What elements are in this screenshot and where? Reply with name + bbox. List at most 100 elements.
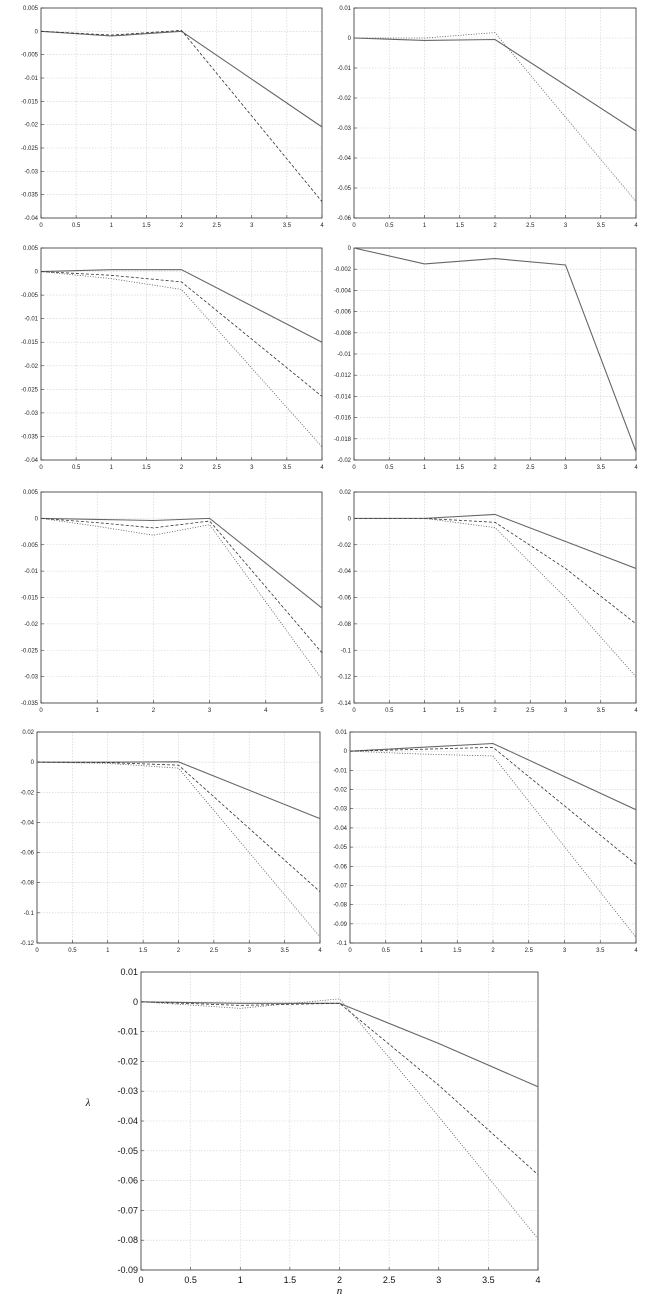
y-tick-label: -0.02 — [337, 543, 351, 549]
series-line-dotted — [354, 517, 637, 677]
y-tick-label: -0.08 — [117, 1235, 138, 1245]
y-tick-label: -0.06 — [20, 851, 34, 857]
x-tick-label: 3 — [250, 465, 254, 471]
x-tick-label: 1 — [420, 948, 424, 954]
x-tick-label: 3 — [564, 223, 568, 229]
y-tick-label: -0.004 — [334, 288, 352, 294]
y-tick-label: -0.008 — [334, 331, 352, 337]
x-tick-label: 1 — [423, 465, 427, 471]
y-tick-label: -0.04 — [20, 820, 34, 826]
x-tick-label: 0 — [352, 465, 356, 471]
y-tick-label: -0.05 — [333, 845, 347, 851]
x-tick-label: 1.5 — [456, 708, 465, 714]
y-tick-label: -0.02 — [20, 790, 34, 796]
x-tick-label: 3 — [564, 465, 568, 471]
chart-panel-4: 0 0.5 1 1.5 2 2.5 3 3.5 4 0 -0.002 -0.004 -0.006 -0.0… — [334, 246, 638, 471]
y-tick-label: 0.01 — [335, 730, 347, 736]
chart-panel-3: 0 0.5 1 1.5 2 2.5 3 3.5 4 0.005 0 -0.005 -0.01 -0.015… — [21, 246, 324, 471]
x-tick-label: 2.5 — [526, 708, 535, 714]
y-tick-label: -0.015 — [21, 99, 39, 105]
x-tick-label: 2 — [180, 465, 184, 471]
y-tick-label: -0.05 — [337, 186, 351, 192]
x-tick-label: 0.5 — [72, 223, 81, 229]
x-tick-label: 1.5 — [456, 223, 465, 229]
y-tick-label: -0.01 — [24, 317, 38, 323]
y-tick-label: -0.015 — [21, 340, 39, 346]
y-tick-label: -0.035 — [21, 701, 39, 707]
x-tick-label: 2 — [337, 1275, 342, 1285]
plot-frame — [36, 731, 321, 944]
x-tick-label: 2.5 — [525, 948, 534, 954]
x-axis-label: n — [337, 1285, 343, 1296]
x-tick-label: 2 — [493, 465, 497, 471]
series-line-dashed — [36, 761, 321, 893]
x-tick-label: 4 — [320, 223, 324, 229]
y-tick-label: -0.018 — [334, 437, 352, 443]
x-tick-label: 2 — [493, 708, 497, 714]
x-tick-label: 0 — [352, 223, 356, 229]
y-tick-label: 0.005 — [23, 490, 39, 496]
chart-panel-2: 0 0.5 1 1.5 2 2.5 3 3.5 4 0.01 0 -0.01 -0.02 -0.03 -0.… — [337, 6, 638, 229]
x-tick-label: 3.5 — [280, 948, 289, 954]
series-line-dotted — [349, 750, 637, 938]
x-tick-label: 0.5 — [385, 465, 394, 471]
x-tick-label: 1 — [106, 948, 110, 954]
x-tick-label: 0 — [39, 223, 43, 229]
y-tick-label: -0.02 — [117, 1056, 138, 1066]
y-tick-label: -0.02 — [337, 96, 351, 102]
series-line-dashed — [140, 1001, 539, 1175]
series-line-dashed — [40, 29, 323, 202]
x-tick-label: 0 — [352, 708, 356, 714]
y-tick-label: -0.015 — [21, 596, 39, 602]
x-tick-label: 4 — [264, 708, 268, 714]
plot-frame — [353, 7, 637, 219]
x-tick-label: 0 — [348, 948, 352, 954]
plot-frame — [40, 247, 323, 461]
y-tick-label: -0.01 — [24, 569, 38, 575]
y-tick-label: 0.005 — [23, 246, 39, 252]
x-tick-label: 1 — [423, 708, 427, 714]
x-tick-label: 1.5 — [142, 223, 151, 229]
y-tick-label: -0.06 — [333, 864, 347, 870]
y-tick-label: -0.005 — [21, 53, 39, 59]
x-tick-label: 3.5 — [597, 223, 606, 229]
y-tick-label: -0.002 — [334, 267, 352, 273]
x-tick-label: 1.5 — [139, 948, 148, 954]
y-tick-label: 0 — [348, 246, 352, 252]
plot-frame — [353, 247, 637, 461]
series-line-solid — [349, 742, 637, 811]
x-tick-label: 1 — [238, 1275, 243, 1285]
y-tick-label: 0 — [31, 760, 35, 766]
x-tick-label: 3 — [436, 1275, 441, 1285]
y-tick-label: -0.02 — [24, 364, 38, 370]
plot-frame — [140, 971, 539, 1271]
x-tick-label: 3.5 — [482, 1275, 495, 1285]
chart-panel-9: 0 0.5 1 1.5 2 2.5 3 3.5 4 0.01 0 -0.01 -0.02 -0.03 -0.… — [85, 967, 541, 1296]
series-line-dotted — [40, 271, 323, 448]
y-tick-label: 0.02 — [22, 730, 34, 736]
y-tick-label: -0.014 — [334, 394, 352, 400]
x-tick-label: 1 — [423, 223, 427, 229]
y-tick-label: -0.03 — [333, 807, 347, 813]
y-tick-label: -0.08 — [20, 881, 34, 887]
y-tick-label: 0 — [344, 749, 348, 755]
y-tick-label: -0.01 — [24, 76, 38, 82]
x-tick-label: 1.5 — [142, 465, 151, 471]
y-tick-label: 0 — [348, 516, 352, 522]
plot-frame — [349, 731, 637, 944]
y-tick-label: -0.006 — [334, 310, 352, 316]
x-tick-label: 2.5 — [212, 223, 221, 229]
x-tick-label: 1.5 — [284, 1275, 297, 1285]
x-tick-label: 3.5 — [597, 708, 606, 714]
y-tick-label: -0.06 — [337, 596, 351, 602]
x-tick-label: 2 — [177, 948, 181, 954]
y-tick-label: -0.035 — [21, 193, 39, 199]
y-tick-label: -0.12 — [20, 941, 34, 947]
y-tick-label: -0.08 — [333, 903, 347, 909]
series-line-dashed — [40, 517, 323, 654]
y-tick-label: -0.06 — [117, 1176, 138, 1186]
y-tick-label: -0.03 — [24, 675, 38, 681]
y-tick-label: -0.025 — [21, 648, 39, 654]
y-tick-label: -0.04 — [24, 458, 38, 464]
